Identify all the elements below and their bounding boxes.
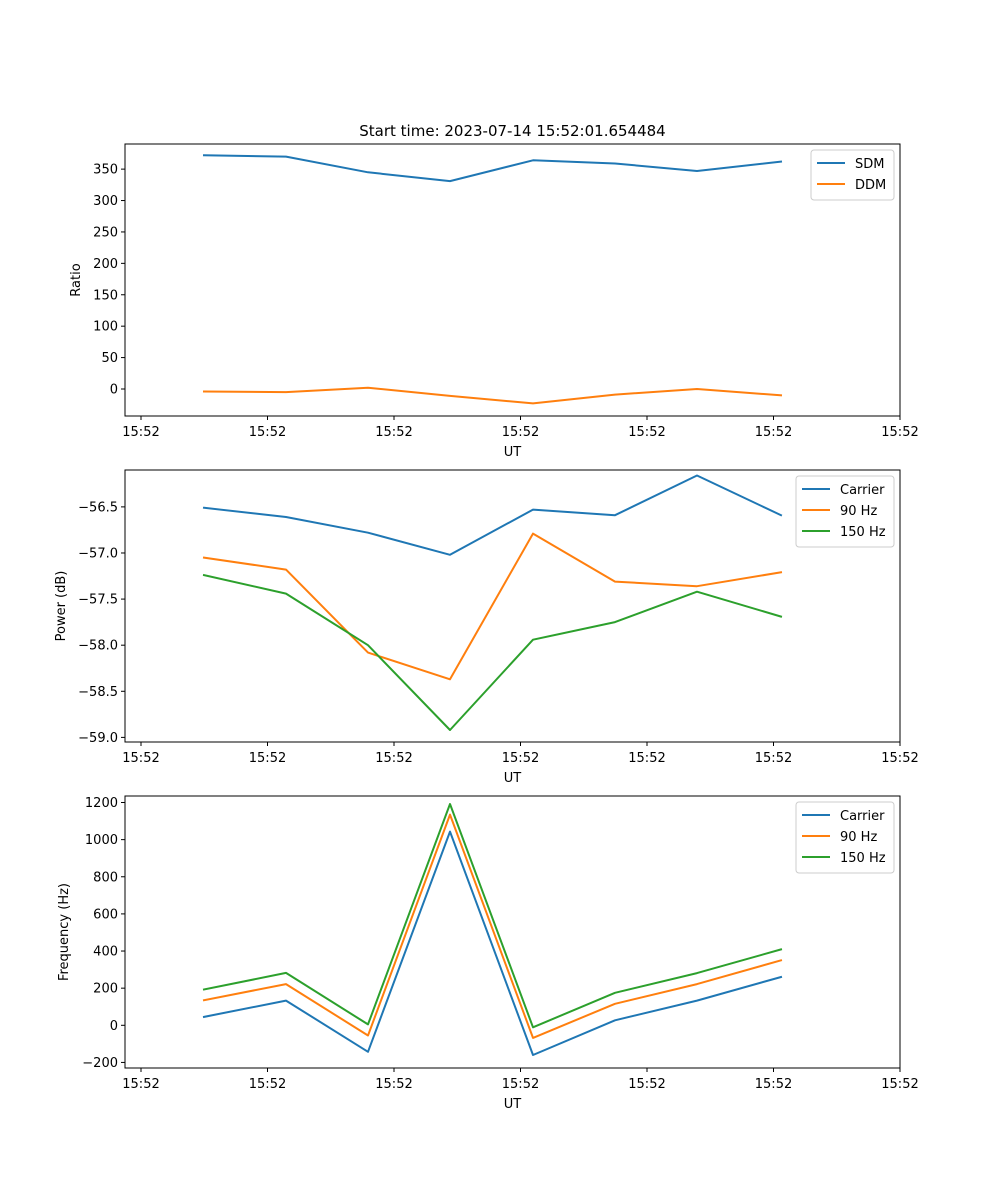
legend-label-90-hz: 90 Hz — [840, 830, 877, 845]
legend: Carrier 90 Hz 150 Hz — [795, 475, 895, 548]
legend-label-90-hz: 90 Hz — [840, 504, 877, 519]
legend-label-ddm: DDM — [855, 178, 886, 193]
y-tick-label: −57.5 — [78, 593, 118, 608]
axes-frame — [124, 143, 901, 417]
axes-frame — [124, 795, 901, 1069]
y-axis-label: Ratio — [69, 263, 84, 296]
y-tick-label: 200 — [93, 982, 118, 997]
x-tick-label: 15:52 — [628, 1077, 665, 1092]
series-line-90-hz — [202, 532, 783, 681]
series-line-ddm — [202, 386, 783, 405]
x-tick-label: 15:52 — [628, 425, 665, 440]
legend-label-carrier: Carrier — [840, 483, 885, 498]
y-tick-label: 150 — [93, 288, 118, 303]
y-tick-label: 350 — [93, 163, 118, 178]
chart-panel-1: 15:52 15:52 15:52 15:52 15:52 15:52 15:52 0 50 10… — [69, 143, 919, 460]
legend-label-sdm: SDM — [855, 157, 884, 172]
legend-label-150-hz: 150 Hz — [840, 851, 886, 866]
y-tick-label: 600 — [93, 907, 118, 922]
y-tick-label: 800 — [93, 870, 118, 885]
legend: SDM DDM — [810, 149, 895, 201]
series-line-carrier — [202, 474, 783, 556]
chart-panel-2: 15:52 15:52 15:52 15:52 15:52 15:52 15:52 −59.0… — [54, 469, 919, 786]
x-tick-label: 15:52 — [502, 1077, 539, 1092]
x-tick-label: 15:52 — [502, 751, 539, 766]
x-tick-label: 15:52 — [122, 1077, 159, 1092]
y-tick-label: −200 — [82, 1056, 118, 1071]
series-line-150-hz — [202, 573, 783, 731]
x-tick-label: 15:52 — [249, 751, 286, 766]
y-tick-label: 250 — [93, 225, 118, 240]
y-tick-label: 300 — [93, 194, 118, 209]
x-axis-label: UT — [504, 1097, 522, 1112]
y-tick-label: 1000 — [85, 833, 118, 848]
series-line-sdm — [202, 154, 783, 183]
y-tick-label: 100 — [93, 320, 118, 335]
x-axis-label: UT — [504, 771, 522, 786]
y-tick-label: 400 — [93, 945, 118, 960]
y-tick-label: −58.5 — [78, 685, 118, 700]
legend-box — [795, 801, 895, 874]
x-tick-label: 15:52 — [375, 425, 412, 440]
x-axis-label: UT — [504, 445, 522, 460]
series-line-90-hz — [202, 813, 783, 1039]
chart-panel-3: 15:52 15:52 15:52 15:52 15:52 15:52 15:52 −200 0… — [57, 795, 919, 1112]
y-tick-label: −58.0 — [78, 639, 118, 654]
x-tick-label: 15:52 — [755, 1077, 792, 1092]
y-tick-label: 50 — [101, 351, 118, 366]
x-tick-label: 15:52 — [755, 751, 792, 766]
x-tick-label: 15:52 — [628, 751, 665, 766]
y-tick-label: −56.5 — [78, 500, 118, 515]
axes-frame — [124, 469, 901, 743]
y-tick-label: 200 — [93, 257, 118, 272]
y-axis-label: Frequency (Hz) — [57, 883, 72, 981]
x-tick-label: 15:52 — [881, 1077, 918, 1092]
y-tick-label: 0 — [110, 1019, 118, 1034]
y-tick-label: 0 — [110, 382, 118, 397]
x-tick-label: 15:52 — [755, 425, 792, 440]
legend-label-carrier: Carrier — [840, 809, 885, 824]
x-tick-label: 15:52 — [375, 751, 412, 766]
y-axis-label: Power (dB) — [54, 571, 69, 642]
x-tick-label: 15:52 — [502, 425, 539, 440]
x-tick-label: 15:52 — [881, 751, 918, 766]
y-tick-label: −59.0 — [78, 731, 118, 746]
legend: Carrier 90 Hz 150 Hz — [795, 801, 895, 874]
y-tick-label: 1200 — [85, 796, 118, 811]
x-tick-label: 15:52 — [375, 1077, 412, 1092]
figure-title: Start time: 2023-07-14 15:52:01.654484 — [359, 122, 665, 140]
series-line-150-hz — [202, 803, 783, 1029]
x-tick-label: 15:52 — [249, 425, 286, 440]
legend-box — [795, 475, 895, 548]
y-tick-label: −57.0 — [78, 546, 118, 561]
x-tick-label: 15:52 — [881, 425, 918, 440]
x-tick-label: 15:52 — [122, 425, 159, 440]
x-tick-label: 15:52 — [249, 1077, 286, 1092]
legend-label-150-hz: 150 Hz — [840, 525, 886, 540]
x-tick-label: 15:52 — [122, 751, 159, 766]
series-line-carrier — [202, 830, 783, 1056]
